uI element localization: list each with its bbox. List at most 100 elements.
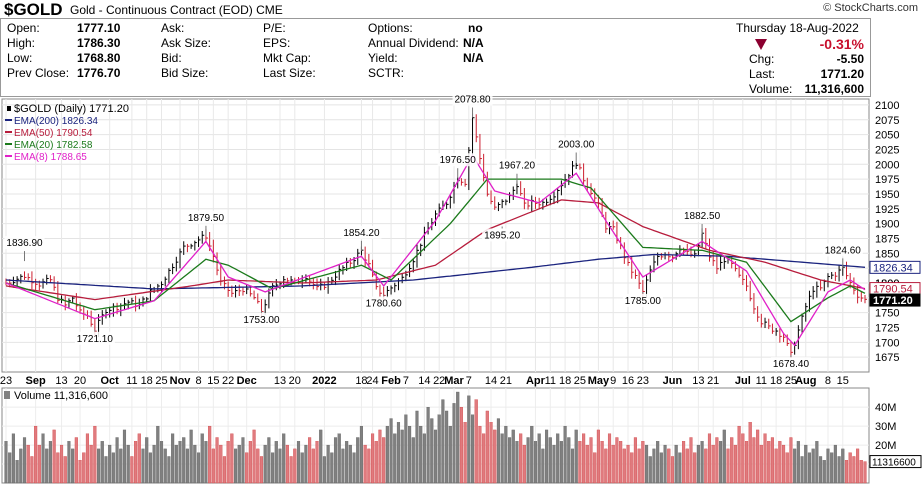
legend-entry: $GOLD (Daily) 1771.20	[14, 103, 129, 115]
y-tick-label: 2075	[875, 115, 899, 127]
volume-bar	[430, 418, 434, 484]
volume-bar	[652, 448, 656, 484]
volume-bar	[537, 433, 541, 484]
volume-bar	[626, 444, 630, 484]
volume-bar	[548, 437, 552, 484]
x-tick-label: 25	[155, 375, 167, 387]
y-tick-label: 2100	[875, 100, 899, 112]
volume-bar	[593, 452, 597, 484]
volume-bar	[204, 441, 208, 484]
annotation-bg	[556, 137, 597, 151]
volume-bar	[289, 456, 293, 484]
volume-bar	[152, 444, 156, 484]
quote-panel: Open: 1777.10 High: 1786.30 Low: 1768.80…	[0, 18, 871, 97]
x-tick-label: 13	[274, 375, 286, 387]
volume-bar	[726, 448, 730, 484]
x-tick-label: Oct	[101, 375, 120, 387]
value-tag-bg	[869, 293, 921, 307]
volume-bar	[163, 448, 167, 484]
volume-bar	[48, 441, 52, 484]
volume-bar	[78, 460, 82, 484]
volume-legend: Volume 11,316,600	[14, 390, 108, 402]
volume-bar	[682, 441, 686, 484]
volume-bar	[463, 422, 467, 484]
volume-bar	[496, 418, 500, 484]
volume-bar	[519, 433, 523, 484]
volume-bar	[341, 448, 345, 484]
volume-bar	[189, 429, 193, 484]
ema8-line	[5, 154, 866, 347]
volume-bar	[500, 433, 504, 484]
volume-bar	[552, 444, 556, 484]
volume-bar	[630, 452, 634, 484]
open-value: 1777.10	[77, 21, 121, 35]
volume-bar	[122, 429, 127, 484]
volume-bar	[141, 448, 145, 484]
change-label: Chg:	[749, 52, 775, 66]
volume-bar	[596, 429, 600, 484]
volume-bar	[815, 441, 819, 484]
volume-bar	[119, 448, 123, 484]
y-tick-label: 1700	[875, 337, 899, 349]
volume-bar	[604, 448, 608, 484]
legend-entry: EMA(50) 1790.54	[14, 128, 93, 139]
volume-bar	[485, 410, 489, 484]
volume-bar	[93, 425, 97, 484]
annotation-label: 1836.90	[6, 238, 43, 249]
volume-value-tag-bg	[869, 455, 922, 469]
volume-bar	[715, 437, 719, 484]
volume-bar	[582, 433, 586, 484]
pe-label: P/E:	[263, 21, 286, 35]
volume-value: 11,316,600	[804, 82, 864, 96]
volume-bar	[445, 410, 449, 484]
x-tick-label: Feb	[381, 375, 401, 387]
change-value: -5.50	[836, 52, 864, 66]
volume-bar	[234, 448, 238, 484]
volume-bar	[222, 456, 227, 484]
y-tick-label: 1950	[875, 189, 899, 201]
volume-bar	[707, 433, 712, 484]
x-tick-label: 18	[770, 375, 782, 387]
volume-bar	[526, 437, 530, 484]
volume-bar	[356, 437, 360, 484]
volume-bar	[41, 433, 45, 484]
x-tick-label: 11	[756, 375, 767, 387]
volume-bar	[807, 452, 812, 484]
volume-bar	[722, 429, 726, 484]
ema20-line	[5, 178, 866, 323]
volume-bar	[493, 429, 497, 484]
brand-link[interactable]: © StockCharts.com	[823, 2, 918, 14]
volume-bar	[326, 444, 330, 484]
annotation-label: 1854.20	[343, 228, 380, 239]
ask-label: Ask:	[161, 21, 185, 35]
x-tick-label: Mar	[444, 375, 464, 387]
volume-bar	[245, 452, 249, 484]
volume-bar	[371, 433, 375, 484]
volume-bar	[278, 448, 282, 484]
volume-bar	[819, 456, 823, 484]
x-tick-label: 18	[559, 375, 571, 387]
last-size-label: Last Size:	[263, 66, 316, 80]
volume-bar	[226, 441, 230, 484]
volume-bar	[52, 429, 56, 484]
y-tick-label: 1850	[875, 248, 899, 260]
x-tick-label: Aug	[795, 375, 816, 387]
bid-label: Bid:	[161, 51, 182, 65]
volume-bar	[248, 441, 252, 484]
volume-bar	[607, 433, 612, 484]
volume-bar	[459, 407, 463, 484]
volume-bar	[433, 429, 438, 484]
volume-bar	[574, 429, 578, 484]
volume-bar	[670, 456, 675, 484]
volume-bar	[100, 441, 104, 484]
x-tick-label: 25	[785, 375, 797, 387]
volume-bar	[704, 448, 708, 484]
volume-bar	[545, 429, 549, 484]
volume-bar	[678, 452, 682, 484]
volume-bar	[259, 456, 264, 484]
volume-bar	[311, 448, 315, 484]
low-label: Low:	[7, 51, 33, 65]
volume-bar	[145, 437, 149, 484]
volume-bar	[296, 441, 301, 484]
volume-bar	[30, 456, 34, 484]
